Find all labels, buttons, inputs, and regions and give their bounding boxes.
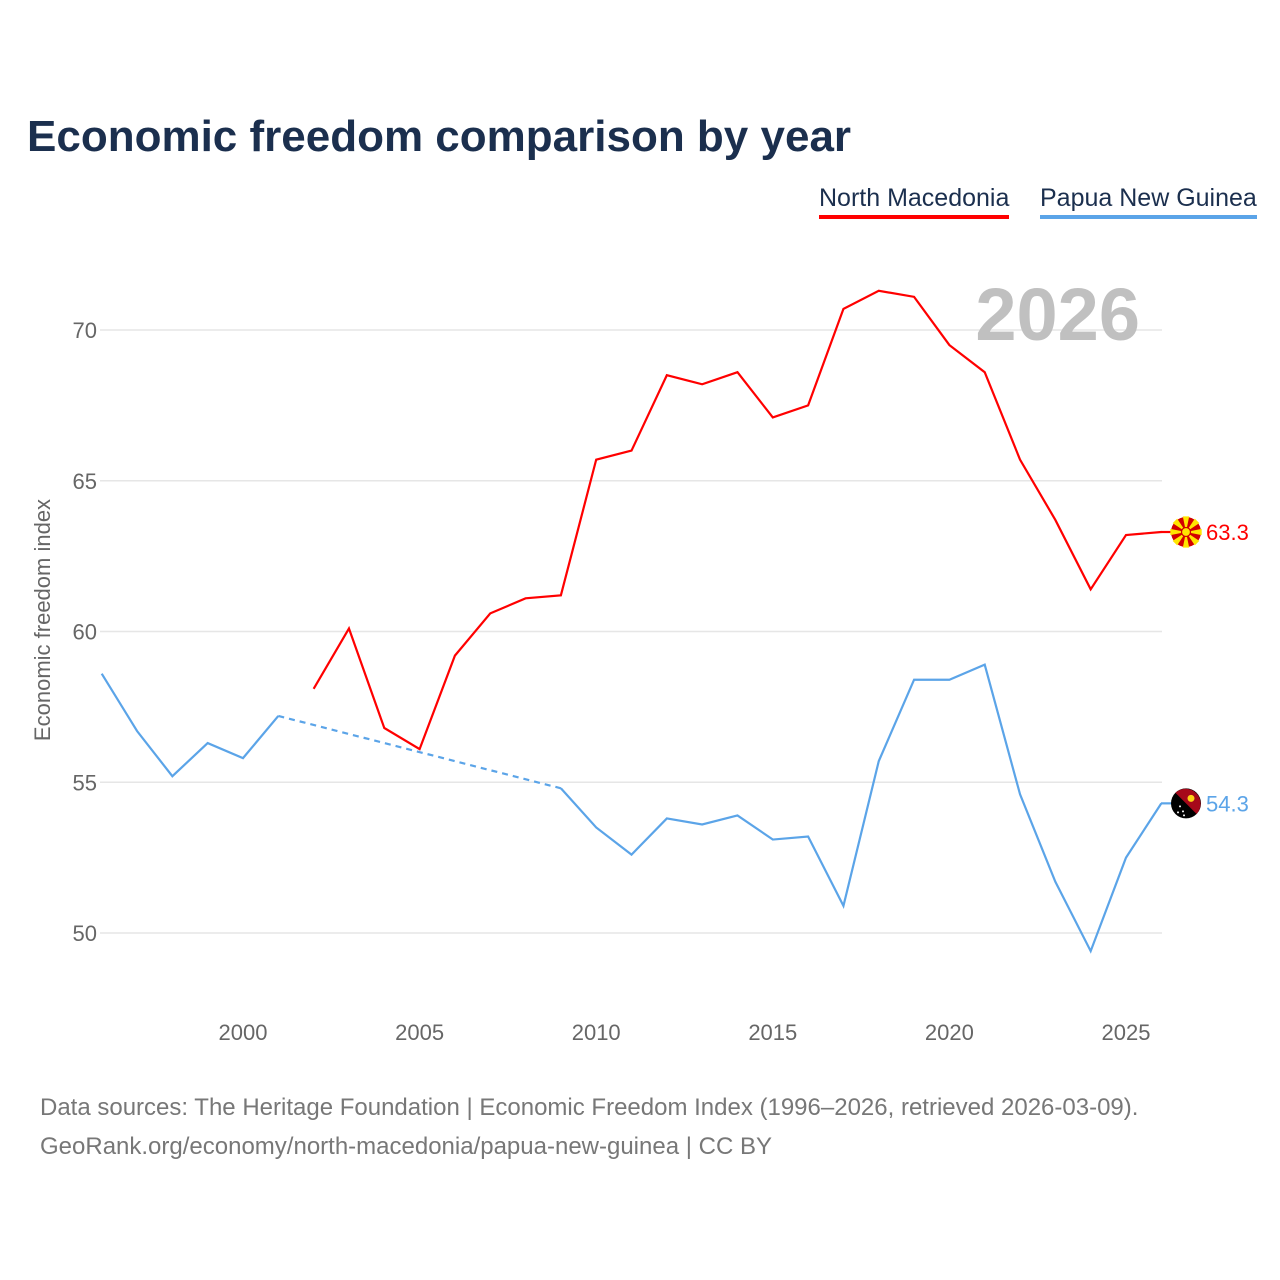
series-line-papua-new-guinea <box>560 663 1163 954</box>
flag-star <box>1177 811 1179 814</box>
y-tick-label: 55 <box>73 770 97 795</box>
legend-north-macedonia[interactable]: North Macedonia <box>819 184 1010 219</box>
x-tick-label: 2000 <box>219 1020 268 1045</box>
legend-papua-new-guinea[interactable]: Papua New Guinea <box>1040 184 1257 219</box>
flag-red-half <box>1175 788 1201 814</box>
series-gap-dashed <box>278 714 562 790</box>
flag-sun <box>1180 526 1192 538</box>
flag-bird <box>1187 794 1195 802</box>
x-tick-label: 2010 <box>572 1020 621 1045</box>
x-tick-label: 2005 <box>395 1020 444 1045</box>
flag-ray <box>1170 528 1186 536</box>
source-note: Data sources: The Heritage Foundation | … <box>40 1088 1138 1166</box>
y-tick-label: 50 <box>73 921 97 946</box>
flag-ray <box>1182 532 1190 548</box>
source-line-1: Data sources: The Heritage Foundation | … <box>40 1094 1139 1121</box>
flag-ray <box>1186 528 1202 536</box>
flag-star <box>1179 805 1181 808</box>
year-watermark: 2026 <box>975 273 1140 356</box>
series-line-north-macedonia <box>312 289 1162 751</box>
series-line-papua-new-guinea <box>100 673 280 778</box>
x-tick-label: 2020 <box>925 1020 974 1045</box>
flag-ray <box>1182 516 1190 533</box>
y-tick-label: 70 <box>73 318 97 343</box>
y-axis-label: Economic freedom index <box>30 499 55 741</box>
flag-star <box>1182 810 1184 813</box>
north-macedonia-flag-icon <box>1170 516 1202 548</box>
end-value-label: 63.3 <box>1206 520 1249 545</box>
flag-star <box>1183 814 1185 817</box>
y-tick-label: 60 <box>73 620 97 645</box>
end-value-label: 54.3 <box>1206 791 1249 816</box>
papua-new-guinea-flag-icon <box>1171 788 1201 819</box>
x-tick-label: 2015 <box>748 1020 797 1045</box>
source-line-2[interactable]: GeoRank.org/economy/north-macedonia/papu… <box>40 1133 772 1160</box>
chart-title: Economic freedom comparison by year <box>27 112 852 161</box>
x-tick-label: 2025 <box>1102 1020 1151 1045</box>
y-tick-label: 65 <box>73 469 97 494</box>
